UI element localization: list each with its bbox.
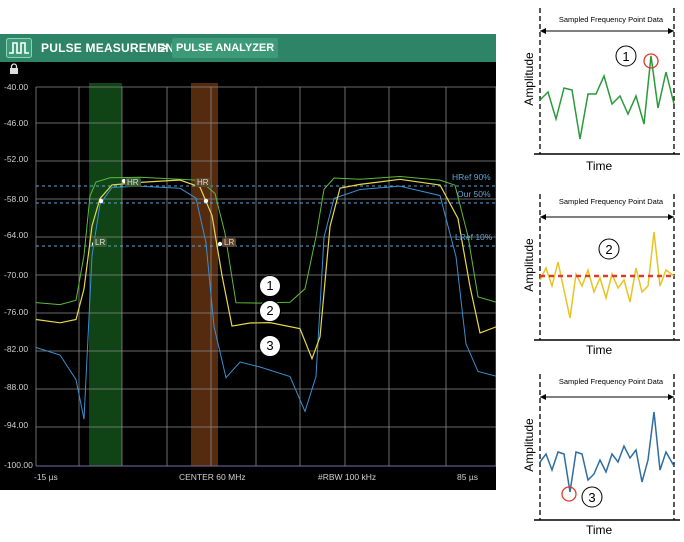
green-gate-band — [89, 83, 122, 466]
y-tick-label: -88.00 — [4, 382, 29, 392]
marker-label[interactable]: LR — [222, 238, 237, 247]
sample-panel-3: 3 Sampled Frequency Point Data Amplitude… — [514, 370, 680, 540]
marker-label[interactable]: HR — [195, 178, 211, 187]
panel-number-badge — [615, 45, 637, 67]
x-axis-label: Time — [586, 523, 613, 537]
toolbar-strip — [0, 62, 496, 77]
trace-1 — [35, 175, 496, 306]
peak-marker-circle — [643, 53, 659, 69]
pulse-app-icon[interactable] — [6, 38, 32, 58]
marker-label[interactable]: LR — [93, 238, 108, 247]
trace-2 — [35, 178, 496, 361]
marker-dot — [203, 198, 209, 204]
y-tick-label: -100.00 — [4, 460, 33, 470]
panel-3-trace — [539, 411, 675, 493]
panel-number-badge — [598, 238, 620, 260]
x-start-label: -15 µs — [34, 472, 58, 482]
lock-icon[interactable] — [8, 63, 20, 75]
panel-number: 1 — [622, 49, 629, 64]
x-axis-label: Time — [586, 343, 613, 357]
callout-3: 3 — [259, 335, 281, 357]
x-end-label: 85 µs — [457, 472, 478, 482]
panel-1-trace — [539, 55, 675, 140]
ref-label-hi: HRef 90% — [452, 172, 491, 182]
breadcrumb-pulse-analyzer[interactable]: PULSE ANALYZER — [172, 38, 279, 58]
plot-area[interactable]: -40.00 -46.00 -52.00 -58.00 -64.00 -70.0… — [0, 77, 496, 490]
y-axis-label: Amplitude — [522, 418, 536, 472]
y-axis-label: Amplitude — [522, 238, 536, 292]
marker-dot — [217, 241, 223, 247]
panel-number: 3 — [588, 490, 595, 505]
rbw-label[interactable]: #RBW 100 kHz — [318, 472, 377, 482]
marker-label[interactable]: HR — [125, 178, 141, 187]
panel-2-trace — [539, 231, 675, 319]
panel-number: 2 — [605, 242, 612, 257]
x-axis-label: Time — [586, 159, 613, 173]
marker-dot — [98, 198, 104, 204]
y-tick-label: -58.00 — [4, 194, 29, 204]
panel-number-badge — [581, 486, 603, 508]
breadcrumb-separator: > — [160, 39, 169, 55]
title-bar: PULSE MEASUREMENTS > PULSE ANALYZER — [0, 34, 496, 62]
sample-panel-1: 1 Sampled Frequency Point Data Amplitude… — [514, 4, 680, 174]
min-marker-circle — [561, 486, 577, 502]
ref-label-mid: Our 50% — [457, 189, 491, 199]
y-axis-label: Amplitude — [522, 52, 536, 106]
ref-label-lo: LRef 10% — [455, 232, 493, 242]
center-frequency-label[interactable]: CENTER 60 MHz — [179, 472, 246, 482]
breadcrumb-pulse-measurements[interactable]: PULSE MEASUREMENTS — [41, 41, 190, 55]
orange-gate-band — [191, 83, 218, 466]
plot-canvas — [35, 83, 496, 467]
y-tick-label: -64.00 — [4, 230, 29, 240]
panel-title: Sampled Frequency Point Data — [558, 15, 664, 24]
y-tick-label: -40.00 — [4, 82, 29, 92]
y-tick-label: -52.00 — [4, 154, 29, 164]
reference-lines — [36, 185, 496, 247]
y-tick-label: -82.00 — [4, 344, 29, 354]
y-tick-label: -76.00 — [4, 307, 29, 317]
y-tick-label: -46.00 — [4, 118, 29, 128]
callout-2: 2 — [259, 300, 281, 322]
sample-panel-2: 2 Sampled Frequency Point Data Amplitude… — [514, 190, 680, 360]
panel-title: Sampled Frequency Point Data — [558, 197, 664, 206]
panel-title: Sampled Frequency Point Data — [558, 377, 664, 386]
callout-1: 1 — [259, 275, 281, 297]
pulse-analyzer-window: PULSE MEASUREMENTS > PULSE ANALYZER -40.… — [0, 34, 496, 490]
y-tick-label: -94.00 — [4, 420, 29, 430]
y-tick-label: -70.00 — [4, 270, 29, 280]
